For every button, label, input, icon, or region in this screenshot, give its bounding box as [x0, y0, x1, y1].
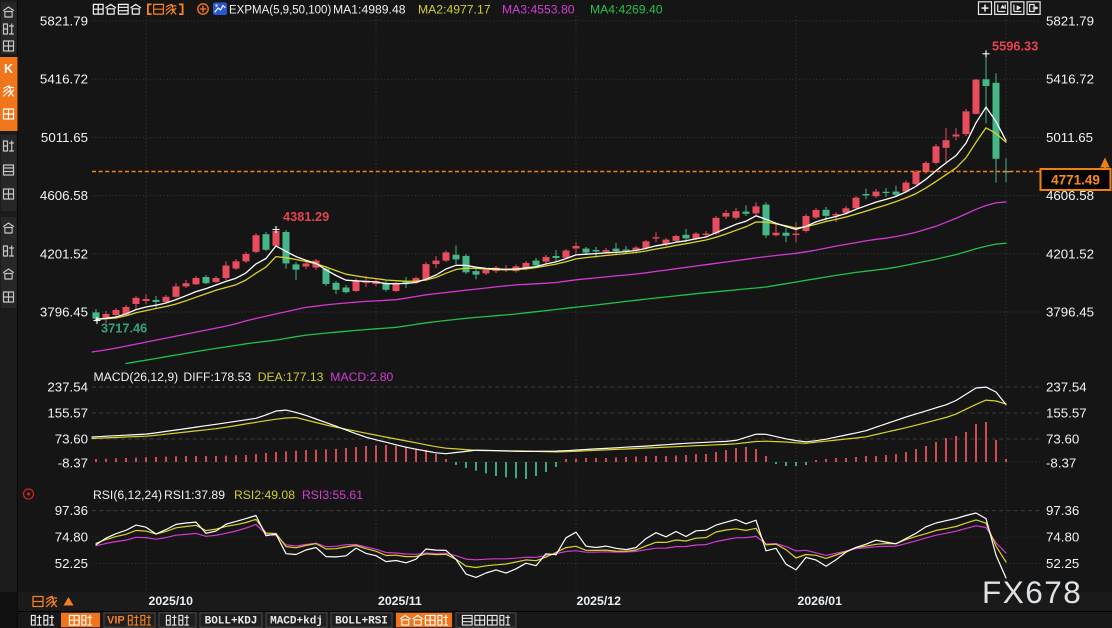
svg-text:5011.65: 5011.65: [41, 130, 88, 145]
svg-text:155.57: 155.57: [47, 406, 88, 421]
svg-text:DIFF:178.53: DIFF:178.53: [183, 370, 251, 384]
svg-text:4606.58: 4606.58: [40, 188, 88, 203]
svg-text:97.36: 97.36: [1046, 503, 1079, 518]
svg-text:5596.33: 5596.33: [992, 39, 1038, 54]
svg-text:2025/11: 2025/11: [378, 594, 422, 608]
svg-text:2026/01: 2026/01: [798, 594, 843, 608]
svg-text:-8.37: -8.37: [58, 456, 88, 471]
svg-text:73.60: 73.60: [1046, 432, 1079, 447]
svg-text:4606.58: 4606.58: [1046, 188, 1094, 203]
svg-text:52.25: 52.25: [55, 556, 88, 571]
svg-text:2025/10: 2025/10: [149, 594, 194, 608]
svg-text:MACD(26,12,9): MACD(26,12,9): [94, 370, 179, 384]
svg-text:BOLL+KDJ: BOLL+KDJ: [205, 616, 258, 628]
svg-text:4201.52: 4201.52: [40, 246, 88, 261]
svg-text:-8.37: -8.37: [1046, 456, 1076, 471]
svg-text:4201.52: 4201.52: [1046, 246, 1094, 261]
svg-text:74.80: 74.80: [1046, 530, 1079, 545]
svg-text:3717.46: 3717.46: [101, 321, 147, 336]
svg-text:MA1:4989.48: MA1:4989.48: [333, 3, 406, 17]
svg-text:RSI3:55.61: RSI3:55.61: [302, 488, 363, 502]
svg-text:MACD:2.80: MACD:2.80: [330, 370, 393, 384]
svg-text:MA2:4977.17: MA2:4977.17: [418, 3, 491, 17]
svg-text:RSI(6,12,24): RSI(6,12,24): [93, 488, 162, 502]
svg-text:RSI2:49.08: RSI2:49.08: [234, 488, 295, 502]
svg-text:4381.29: 4381.29: [283, 209, 329, 224]
svg-text:237.54: 237.54: [1046, 380, 1087, 395]
svg-text:52.25: 52.25: [1046, 556, 1079, 571]
svg-text:155.57: 155.57: [1046, 406, 1087, 421]
svg-text:97.36: 97.36: [55, 503, 88, 518]
svg-text:K: K: [4, 62, 13, 76]
svg-text:5821.79: 5821.79: [40, 13, 88, 28]
svg-text:VIP: VIP: [107, 615, 125, 627]
svg-text:4771.49: 4771.49: [1051, 173, 1100, 188]
svg-text:MA3:4553.80: MA3:4553.80: [502, 3, 575, 17]
svg-text:73.60: 73.60: [55, 432, 88, 447]
svg-text:5821.79: 5821.79: [1046, 13, 1094, 28]
svg-text:2025/12: 2025/12: [577, 594, 622, 608]
svg-text:237.54: 237.54: [47, 380, 88, 395]
svg-text:5416.72: 5416.72: [40, 72, 88, 87]
svg-text:3796.45: 3796.45: [40, 305, 88, 320]
svg-text:RSI1:37.89: RSI1:37.89: [164, 488, 225, 502]
svg-text:MA4:4269.40: MA4:4269.40: [590, 3, 663, 17]
svg-text:MACD+kdj: MACD+kdj: [270, 616, 323, 628]
svg-text:FX678: FX678: [982, 574, 1082, 610]
svg-text:5416.72: 5416.72: [1046, 72, 1094, 87]
svg-text:5011.65: 5011.65: [1046, 130, 1093, 145]
svg-text:EXPMA(5,9,50,100): EXPMA(5,9,50,100): [229, 5, 331, 17]
svg-text:74.80: 74.80: [55, 530, 88, 545]
svg-text:BOLL+RSI: BOLL+RSI: [335, 616, 388, 628]
svg-text:DEA:177.13: DEA:177.13: [258, 370, 324, 384]
svg-text:3796.45: 3796.45: [1046, 305, 1094, 320]
